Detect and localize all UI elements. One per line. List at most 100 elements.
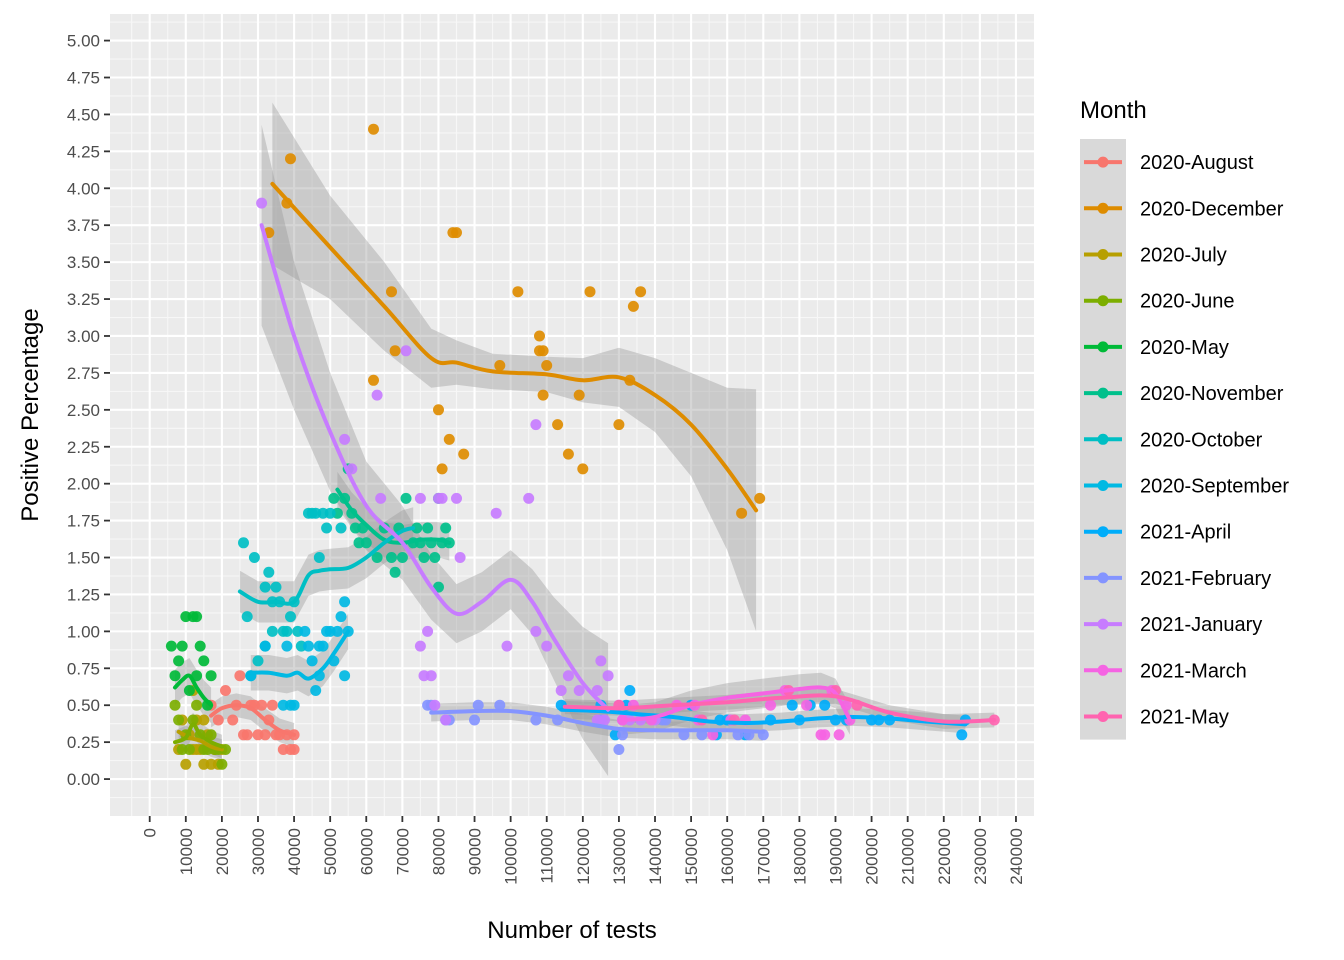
- data-point: [194, 640, 206, 652]
- data-point: [414, 492, 426, 504]
- smooth-line: [270, 181, 759, 513]
- legend-key-point: [1097, 433, 1109, 445]
- data-point: [801, 699, 813, 711]
- legend-key-point: [1097, 664, 1109, 676]
- y-tick-label: 3.25: [67, 290, 100, 309]
- data-point: [368, 374, 379, 386]
- data-point: [187, 714, 199, 726]
- data-point: [418, 552, 430, 563]
- data-point: [339, 433, 351, 445]
- data-point: [469, 714, 480, 726]
- x-tick-label: 140000: [646, 828, 665, 885]
- legend-key-point: [1097, 202, 1109, 214]
- data-point: [165, 640, 177, 652]
- grid-major: [110, 14, 1034, 816]
- y-tick-label: 0.50: [67, 696, 100, 715]
- legend-key-point: [1097, 480, 1109, 491]
- smooth-line: [429, 708, 766, 734]
- data-point: [956, 729, 968, 741]
- legend-label: 2020-June: [1140, 291, 1235, 313]
- data-point: [386, 552, 397, 563]
- data-point: [591, 685, 603, 696]
- legend-key-point: [1097, 618, 1109, 630]
- x-tick-label: 210000: [899, 828, 918, 885]
- x-tick-label: 240000: [1007, 828, 1026, 885]
- x-tick-label: 30000: [249, 828, 268, 875]
- data-point: [317, 640, 329, 652]
- data-point: [436, 492, 448, 504]
- grid-minor: [110, 14, 1034, 816]
- x-tick-label: 220000: [935, 828, 954, 885]
- data-point: [281, 640, 293, 652]
- data-point: [624, 685, 636, 696]
- data-point: [191, 611, 203, 623]
- data-point: [389, 566, 401, 578]
- y-tick-label: 0.25: [67, 733, 100, 752]
- x-tick-label: 170000: [754, 828, 773, 885]
- x-tick-label: 40000: [285, 828, 304, 875]
- smooth-line: [620, 685, 852, 722]
- legend-label: 2020-May: [1140, 337, 1229, 359]
- x-tick-label: 100000: [502, 828, 521, 885]
- legend-label: 2020-July: [1140, 245, 1227, 267]
- data-point: [440, 714, 452, 726]
- data-point: [490, 507, 502, 519]
- x-tick-label: 80000: [429, 828, 448, 875]
- data-point: [191, 699, 203, 711]
- legend-label: 2020-December: [1140, 198, 1284, 220]
- data-point: [368, 123, 379, 135]
- legend-key-point: [1097, 572, 1109, 584]
- data-point: [400, 345, 412, 357]
- data-point: [555, 685, 567, 696]
- data-point: [386, 286, 397, 298]
- smooth-line: [335, 487, 452, 545]
- y-axis: 0.00 0.25 0.50 0.75 1.00 1.25 1.50 1.75 2.00 2.25…: [67, 32, 110, 789]
- data-point: [635, 286, 647, 298]
- x-tick-label: 120000: [574, 828, 593, 885]
- data-point: [494, 360, 506, 371]
- data-point: [256, 197, 268, 209]
- data-point: [472, 699, 484, 711]
- x-axis-title: Number of tests: [487, 917, 656, 944]
- data-point: [263, 566, 275, 578]
- data-point: [454, 552, 466, 563]
- legend-label: 2020-September: [1140, 476, 1289, 498]
- x-tick-label: 60000: [357, 828, 376, 875]
- data-point: [552, 419, 564, 431]
- data-point: [577, 463, 589, 475]
- data-points: [165, 123, 1000, 770]
- y-tick-label: 0.75: [67, 659, 100, 678]
- data-point: [562, 448, 574, 460]
- data-point: [241, 729, 253, 741]
- data-point: [411, 522, 423, 534]
- legend-label: 2021-February: [1140, 568, 1271, 590]
- data-point: [396, 552, 408, 563]
- legend-key-point: [1097, 295, 1109, 307]
- data-point: [537, 345, 549, 357]
- y-tick-label: 1.50: [67, 549, 100, 568]
- data-point: [266, 625, 278, 637]
- x-tick-label: 110000: [538, 828, 557, 883]
- data-point: [198, 714, 210, 726]
- x-tick-label: 160000: [718, 828, 737, 885]
- legend-label: 2020-November: [1140, 383, 1284, 405]
- data-point: [259, 729, 271, 741]
- legend: Month 2020-August 2020-December 2020-July 2…: [1080, 97, 1289, 740]
- smooth-line: [259, 223, 611, 712]
- panel-background: [110, 14, 1034, 816]
- data-point: [429, 699, 441, 711]
- y-axis-title: Positive Percentage: [17, 308, 44, 521]
- legend-label: 2021-March: [1140, 660, 1247, 682]
- data-point: [303, 640, 314, 652]
- data-point: [786, 699, 798, 711]
- smooth-line: [559, 707, 968, 727]
- x-tick-label: 190000: [826, 828, 845, 885]
- data-point: [573, 389, 585, 401]
- data-point: [523, 492, 535, 504]
- data-point: [422, 522, 434, 534]
- data-point: [617, 729, 628, 741]
- data-point: [285, 153, 296, 165]
- data-point: [819, 729, 831, 741]
- y-tick-label: 2.50: [67, 401, 100, 420]
- data-point: [765, 699, 776, 711]
